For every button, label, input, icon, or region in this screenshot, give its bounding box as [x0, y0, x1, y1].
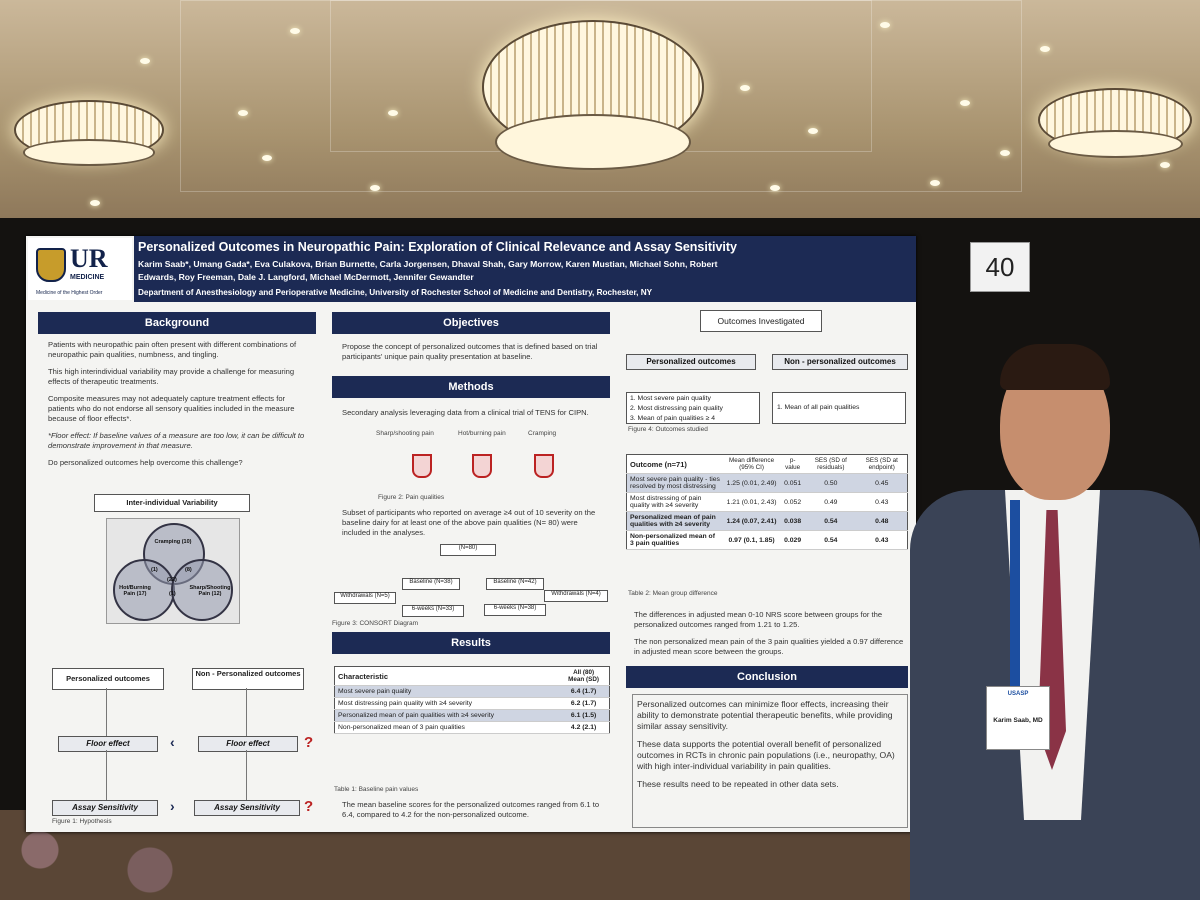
figure4-caption: Figure 4: Outcomes studied — [628, 426, 708, 433]
conclusion-heading: Conclusion — [626, 666, 908, 688]
figure2-caption: Figure 2: Pain qualities — [378, 494, 445, 501]
chandelier-center — [482, 20, 704, 171]
poster-header: Personalized Outcomes in Neuropathic Pai… — [134, 236, 916, 302]
foot-sharp-icon — [412, 454, 432, 478]
methods-text-1: Secondary analysis leveraging data from … — [342, 408, 589, 417]
hypothesis-non-personalized: Non - Personalized outcomes — [192, 668, 304, 690]
chevron-left-icon: ‹ — [170, 734, 175, 750]
table2-caption: Table 2: Mean group difference — [628, 590, 718, 597]
chandelier-right — [1038, 88, 1192, 159]
floor-effect-right: Floor effect — [198, 736, 298, 752]
mean-difference-table: Outcome (n=71) Mean difference (95% CI) … — [626, 454, 908, 550]
outcomes-title: Outcomes Investigated — [700, 310, 822, 332]
personalized-list: 1. Most severe pain quality 2. Most dist… — [626, 392, 760, 424]
objectives-heading: Objectives — [332, 312, 610, 334]
question-mark-floor: ? — [304, 734, 314, 751]
poster-title: Personalized Outcomes in Neuropathic Pai… — [138, 240, 738, 254]
board-number: 40 — [970, 242, 1030, 292]
lanyard — [1010, 500, 1020, 686]
figure1-caption: Figure 1: Hypothesis — [52, 818, 112, 825]
baseline-table: Characteristic All (80) Mean (SD) Most se… — [334, 666, 610, 734]
chevron-right-icon: › — [170, 798, 175, 814]
ur-medicine-logo: UR MEDICINE Medicine of the Highest Orde… — [28, 238, 132, 300]
venn-diagram: Cramping (10) Hot/Burning Pain (17) Shar… — [106, 518, 240, 624]
name-badge: USASP Karim Saab, MD — [986, 686, 1050, 750]
chandelier-left — [14, 100, 164, 166]
presenter-hair — [1000, 344, 1110, 390]
poster-department: Department of Anesthesiology and Periope… — [138, 288, 653, 297]
table1-caption: Table 1: Baseline pain values — [334, 786, 419, 793]
background-text: Patients with neuropathic pain often pre… — [48, 340, 305, 467]
venn-title: Inter-individual Variability — [94, 494, 250, 512]
presenter: USASP Karim Saab, MD — [910, 340, 1200, 900]
foot-burning-icon — [472, 454, 492, 478]
methods-heading: Methods — [332, 376, 610, 398]
results-text: The mean baseline scores for the persona… — [342, 800, 600, 819]
conclusion-text: Personalized outcomes can minimize floor… — [632, 694, 908, 828]
results-heading: Results — [332, 632, 610, 654]
outcomes-personalized: Personalized outcomes — [626, 354, 756, 370]
floor-effect-left: Floor effect — [58, 736, 158, 752]
background-heading: Background — [38, 312, 316, 334]
foot-cramping-icon — [534, 454, 554, 478]
crest-icon — [36, 248, 66, 282]
non-personalized-list: 1. Mean of all pain qualities — [772, 392, 906, 424]
outcomes-non-personalized: Non - personalized outcomes — [772, 354, 908, 370]
assay-sensitivity-left: Assay Sensitivity — [52, 800, 158, 816]
poster-authors: Karim Saab*, Umang Gada*, Eva Culakova, … — [138, 259, 718, 282]
methods-text-2: Subset of participants who reported on a… — [342, 508, 596, 537]
question-mark-assay: ? — [304, 798, 314, 815]
assay-sensitivity-right: Assay Sensitivity — [194, 800, 300, 816]
objectives-text: Propose the concept of personalized outc… — [342, 342, 598, 361]
hypothesis-personalized: Personalized outcomes — [52, 668, 164, 690]
figure3-caption: Figure 3: CONSORT Diagram — [332, 620, 419, 627]
mean-table-text: The differences in adjusted mean 0-10 NR… — [634, 610, 904, 656]
research-poster: UR MEDICINE Medicine of the Highest Orde… — [26, 236, 916, 832]
